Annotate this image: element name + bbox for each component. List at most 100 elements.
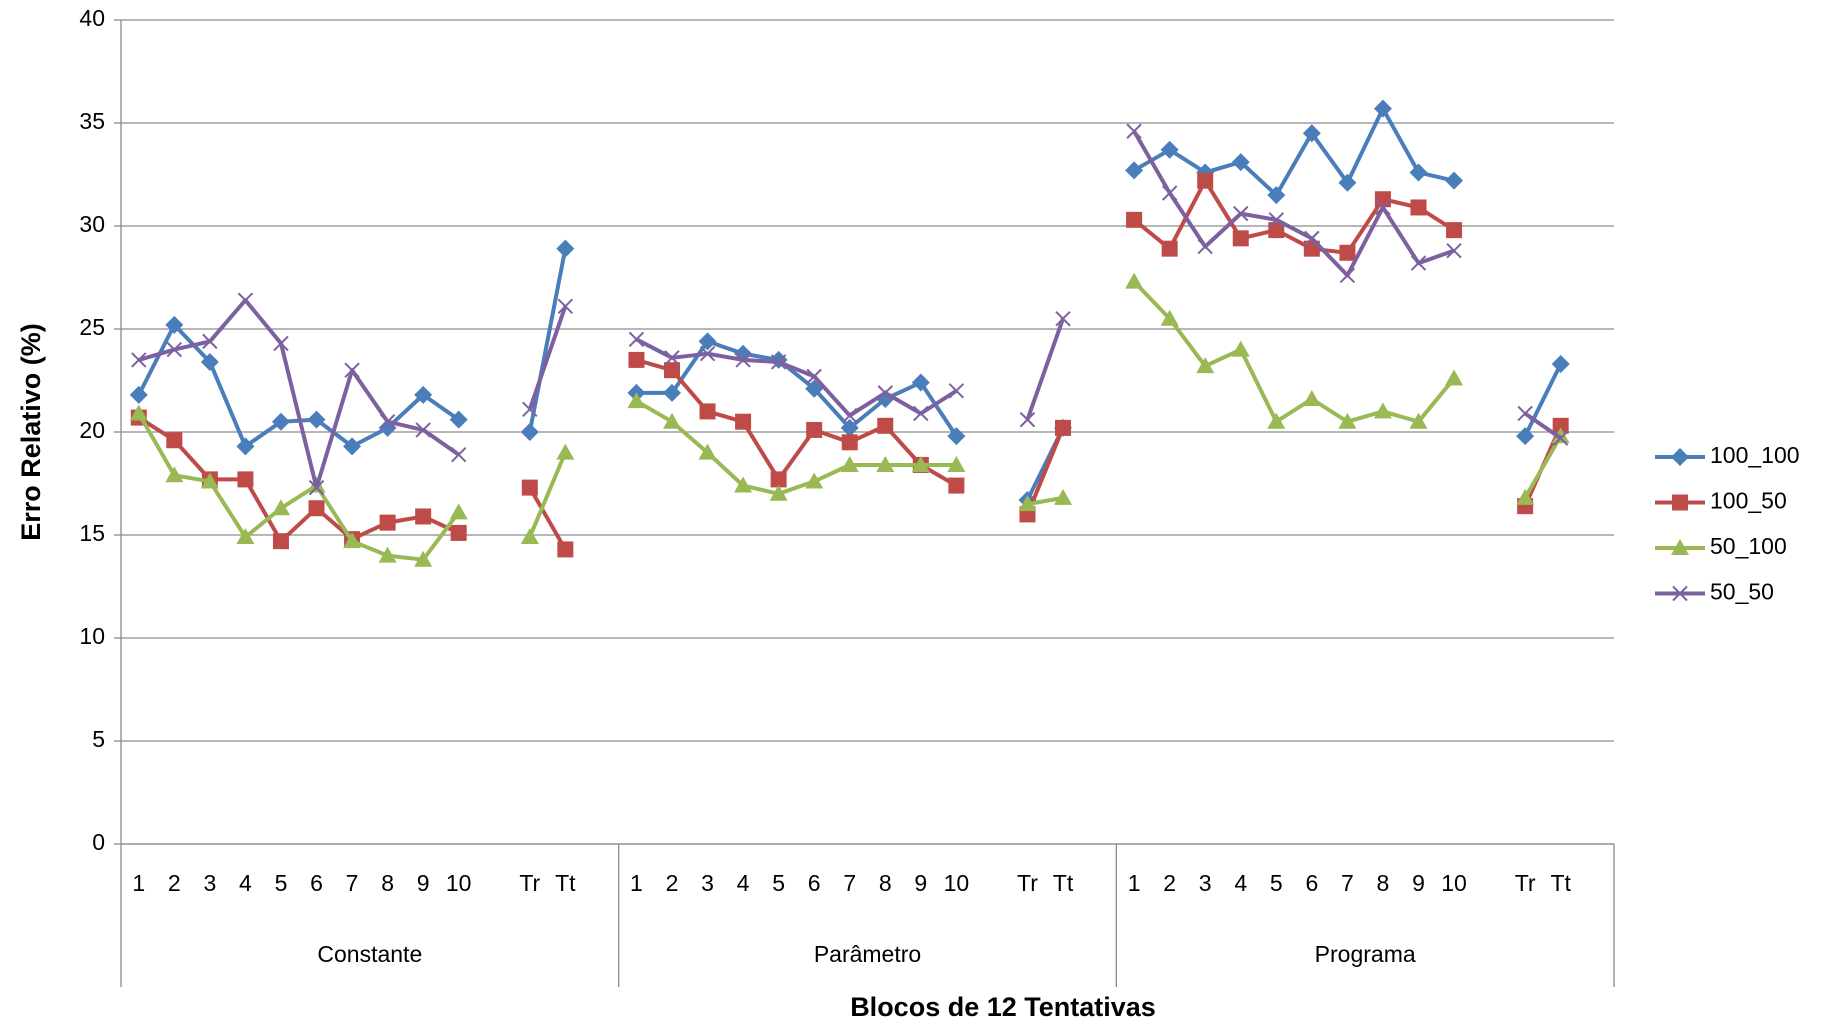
marker xyxy=(1160,140,1179,159)
marker xyxy=(806,421,823,438)
marker xyxy=(1517,405,1533,422)
marker xyxy=(1268,212,1285,228)
marker xyxy=(1672,494,1688,511)
legend-label: 100_50 xyxy=(1710,488,1787,514)
marker xyxy=(273,335,289,352)
marker xyxy=(200,472,219,489)
marker xyxy=(379,413,396,430)
marker xyxy=(947,455,966,472)
marker xyxy=(664,350,680,366)
marker xyxy=(520,423,539,441)
marker xyxy=(770,354,787,370)
marker xyxy=(699,403,716,420)
marker xyxy=(1445,171,1464,190)
marker xyxy=(735,352,751,368)
x-tick-label: 7 xyxy=(346,870,359,896)
marker xyxy=(1018,495,1037,512)
x-tick-label: 4 xyxy=(1234,870,1247,896)
marker xyxy=(415,508,432,525)
marker xyxy=(271,412,290,431)
marker xyxy=(343,532,362,549)
marker xyxy=(877,417,894,434)
marker xyxy=(1161,185,1178,201)
marker xyxy=(698,443,717,460)
x-tick-label: 3 xyxy=(203,870,216,896)
x-tick-label: 10 xyxy=(446,870,472,896)
marker xyxy=(1671,448,1689,466)
marker xyxy=(308,500,325,517)
x-tick-label: 6 xyxy=(1305,870,1318,896)
group-label: Programa xyxy=(1315,941,1416,967)
marker xyxy=(628,331,645,348)
x-tick-label: 8 xyxy=(879,870,892,896)
marker xyxy=(236,528,255,545)
x-tick-label: Tt xyxy=(1550,870,1571,896)
x-tick-label: 3 xyxy=(1199,870,1212,896)
x-tick-label: 3 xyxy=(701,870,714,896)
y-tick-label: 5 xyxy=(92,726,105,752)
marker xyxy=(165,466,184,483)
marker xyxy=(1552,430,1569,446)
marker xyxy=(911,455,930,472)
marker xyxy=(237,471,254,488)
marker xyxy=(627,392,646,409)
marker xyxy=(1055,419,1072,436)
marker xyxy=(129,385,148,404)
marker xyxy=(948,477,965,494)
marker xyxy=(449,410,468,429)
marker xyxy=(663,362,680,379)
marker xyxy=(1161,240,1178,257)
legend-label: 100_100 xyxy=(1710,442,1800,468)
marker xyxy=(414,550,433,567)
x-tick-label: 1 xyxy=(132,870,145,896)
x-tick-label: 6 xyxy=(310,870,323,896)
marker xyxy=(1445,369,1464,386)
marker xyxy=(806,368,822,385)
marker xyxy=(1302,124,1321,143)
group-label: Constante xyxy=(317,941,422,967)
marker xyxy=(1339,244,1356,261)
marker xyxy=(734,476,753,493)
marker xyxy=(450,524,467,541)
marker xyxy=(131,352,147,368)
marker xyxy=(200,352,219,371)
marker xyxy=(735,413,752,430)
marker xyxy=(236,437,255,456)
y-tick-label: 30 xyxy=(79,211,105,237)
x-axis-title: Blocos de 12 Tentativas xyxy=(850,992,1156,1022)
marker xyxy=(166,432,183,449)
x-tick-label: 1 xyxy=(630,870,643,896)
y-tick-label: 25 xyxy=(79,314,105,340)
marker xyxy=(1672,585,1688,602)
marker xyxy=(414,385,433,404)
x-tick-label: Tt xyxy=(1053,870,1074,896)
marker xyxy=(1197,172,1214,189)
x-tick-label: 9 xyxy=(417,870,430,896)
marker xyxy=(1267,412,1286,429)
marker xyxy=(1446,222,1463,239)
x-tick-label: 2 xyxy=(1163,870,1176,896)
marker xyxy=(1409,163,1428,182)
series-line xyxy=(137,280,1563,562)
marker xyxy=(379,514,396,531)
marker xyxy=(1516,427,1535,446)
x-tick-label: 4 xyxy=(239,870,252,896)
marker xyxy=(1233,205,1249,222)
x-tick-label: 10 xyxy=(1441,870,1467,896)
marker xyxy=(415,422,431,438)
marker xyxy=(913,405,929,422)
marker xyxy=(769,484,788,501)
marker xyxy=(876,455,895,472)
marker xyxy=(1552,417,1569,434)
y-tick-label: 0 xyxy=(92,829,105,855)
marker xyxy=(840,418,859,437)
marker xyxy=(308,479,325,496)
marker xyxy=(1446,243,1462,259)
marker xyxy=(805,472,824,489)
marker xyxy=(911,373,930,392)
x-tick-label: 4 xyxy=(737,870,750,896)
x-tick-label: 2 xyxy=(168,870,181,896)
marker xyxy=(841,434,858,451)
marker xyxy=(1410,255,1427,271)
marker xyxy=(840,455,859,472)
